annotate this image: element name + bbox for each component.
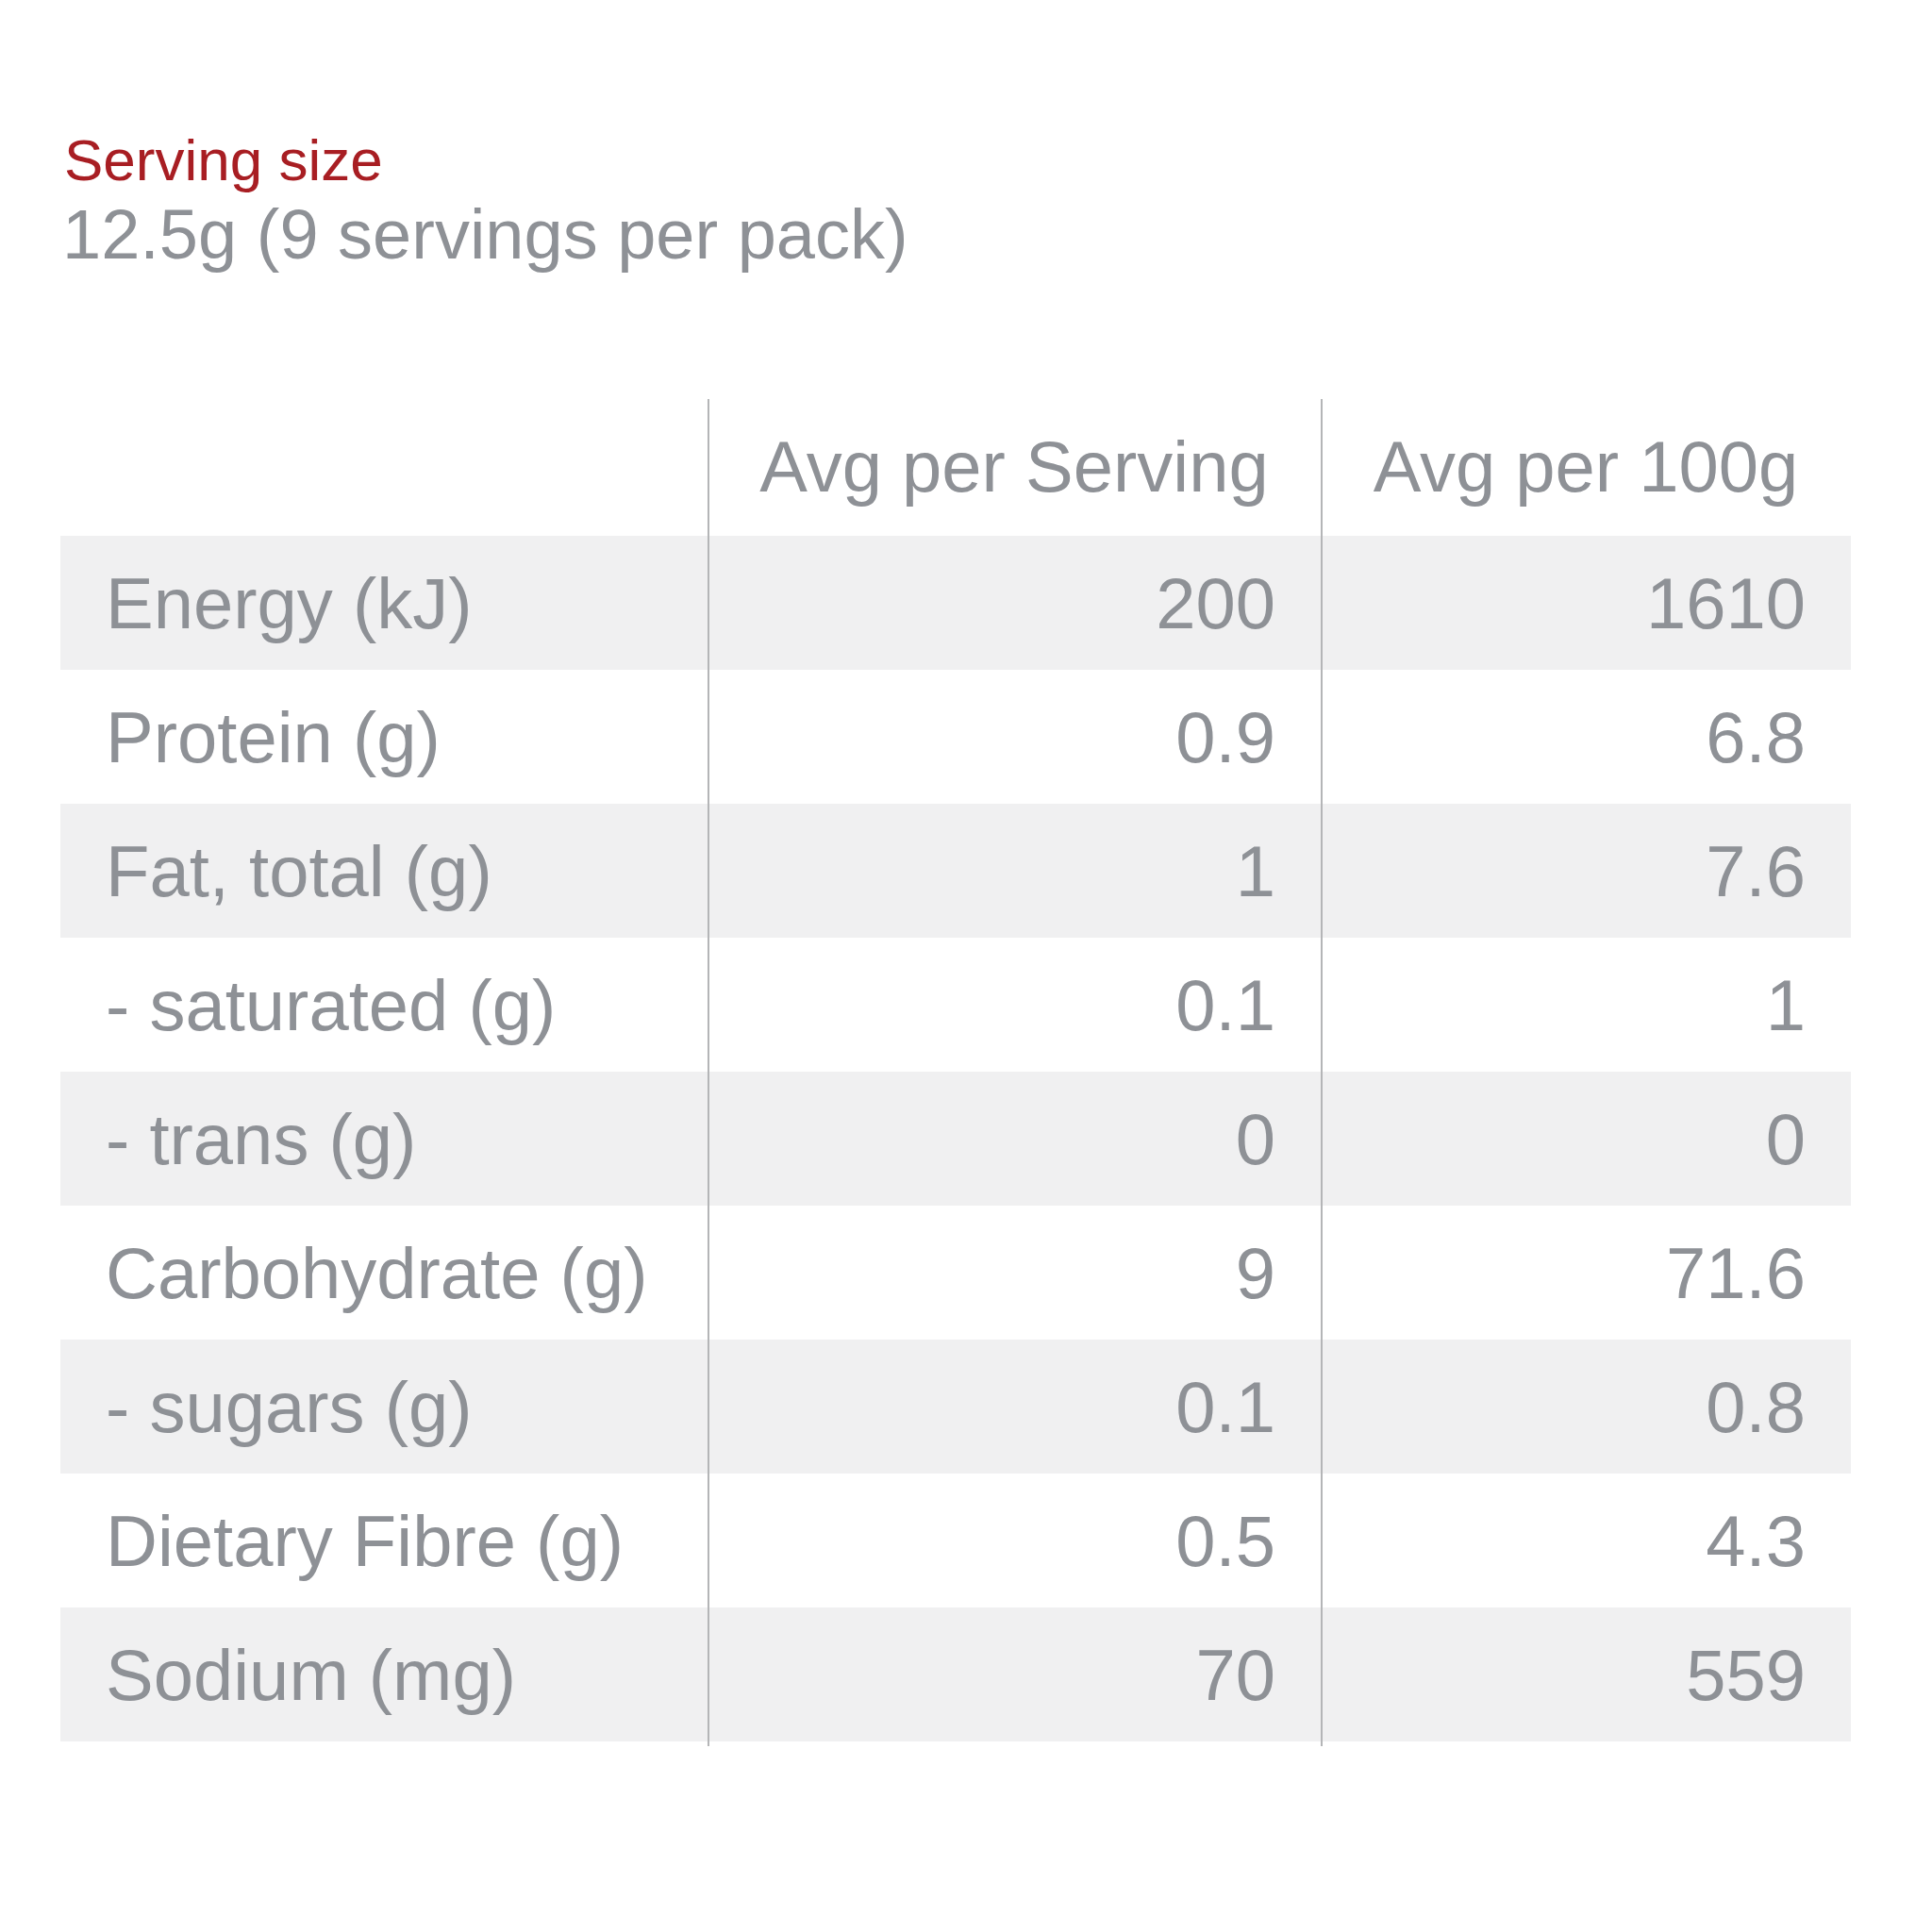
table-row: - saturated (g) 0.1 1 — [60, 938, 1851, 1072]
row-label-cell: Energy (kJ) — [60, 562, 708, 644]
per-serving-value: 200 — [708, 562, 1321, 644]
per-serving-value: 0.5 — [708, 1500, 1321, 1582]
table-row: Sodium (mg) 70 559 — [60, 1607, 1851, 1741]
per-serving-value: 0 — [708, 1098, 1321, 1180]
per-100g-value: 4.3 — [1321, 1500, 1851, 1582]
row-label-cell: Dietary Fibre (g) — [60, 1500, 708, 1582]
per-100g-value: 0.8 — [1321, 1366, 1851, 1448]
per-100g-value: 7.6 — [1321, 830, 1851, 912]
table-row: Energy (kJ) 200 1610 — [60, 536, 1851, 670]
serving-size-value: 12.5g (9 servings per pack) — [62, 194, 908, 275]
per-100g-value: 1610 — [1321, 562, 1851, 644]
header-avg-per-serving: Avg per Serving — [708, 425, 1321, 508]
row-label-cell: Protein (g) — [60, 696, 708, 778]
nutrition-table-body: Energy (kJ) 200 1610 Protein (g) 0.9 6.8… — [60, 536, 1851, 1741]
table-row: Dietary Fibre (g) 0.5 4.3 — [60, 1474, 1851, 1607]
per-serving-value: 70 — [708, 1634, 1321, 1716]
row-label-cell: Sodium (mg) — [60, 1634, 708, 1716]
table-row: Protein (g) 0.9 6.8 — [60, 670, 1851, 804]
per-serving-value: 0.1 — [708, 964, 1321, 1046]
row-label-cell: Fat, total (g) — [60, 830, 708, 912]
per-serving-value: 9 — [708, 1232, 1321, 1314]
row-label-cell: Carbohydrate (g) — [60, 1232, 708, 1314]
per-100g-value: 0 — [1321, 1098, 1851, 1180]
header-avg-per-100g: Avg per 100g — [1321, 425, 1851, 508]
per-100g-value: 559 — [1321, 1634, 1851, 1716]
per-serving-value: 0.9 — [708, 696, 1321, 778]
table-row: - sugars (g) 0.1 0.8 — [60, 1340, 1851, 1474]
row-label-cell: - saturated (g) — [60, 964, 708, 1046]
nutrition-table-header: Avg per Serving Avg per 100g — [60, 396, 1851, 536]
per-100g-value: 71.6 — [1321, 1232, 1851, 1314]
nutrition-table: Avg per Serving Avg per 100g Energy (kJ)… — [60, 396, 1851, 1741]
column-divider-right — [1321, 399, 1323, 1746]
column-divider-left — [708, 399, 709, 1746]
table-row: Carbohydrate (g) 9 71.6 — [60, 1206, 1851, 1340]
per-serving-value: 1 — [708, 830, 1321, 912]
row-label-cell: - trans (g) — [60, 1098, 708, 1180]
per-100g-value: 1 — [1321, 964, 1851, 1046]
per-serving-value: 0.1 — [708, 1366, 1321, 1448]
serving-size-label: Serving size — [64, 126, 383, 194]
per-100g-value: 6.8 — [1321, 696, 1851, 778]
table-row: - trans (g) 0 0 — [60, 1072, 1851, 1206]
table-row: Fat, total (g) 1 7.6 — [60, 804, 1851, 938]
row-label-cell: - sugars (g) — [60, 1366, 708, 1448]
